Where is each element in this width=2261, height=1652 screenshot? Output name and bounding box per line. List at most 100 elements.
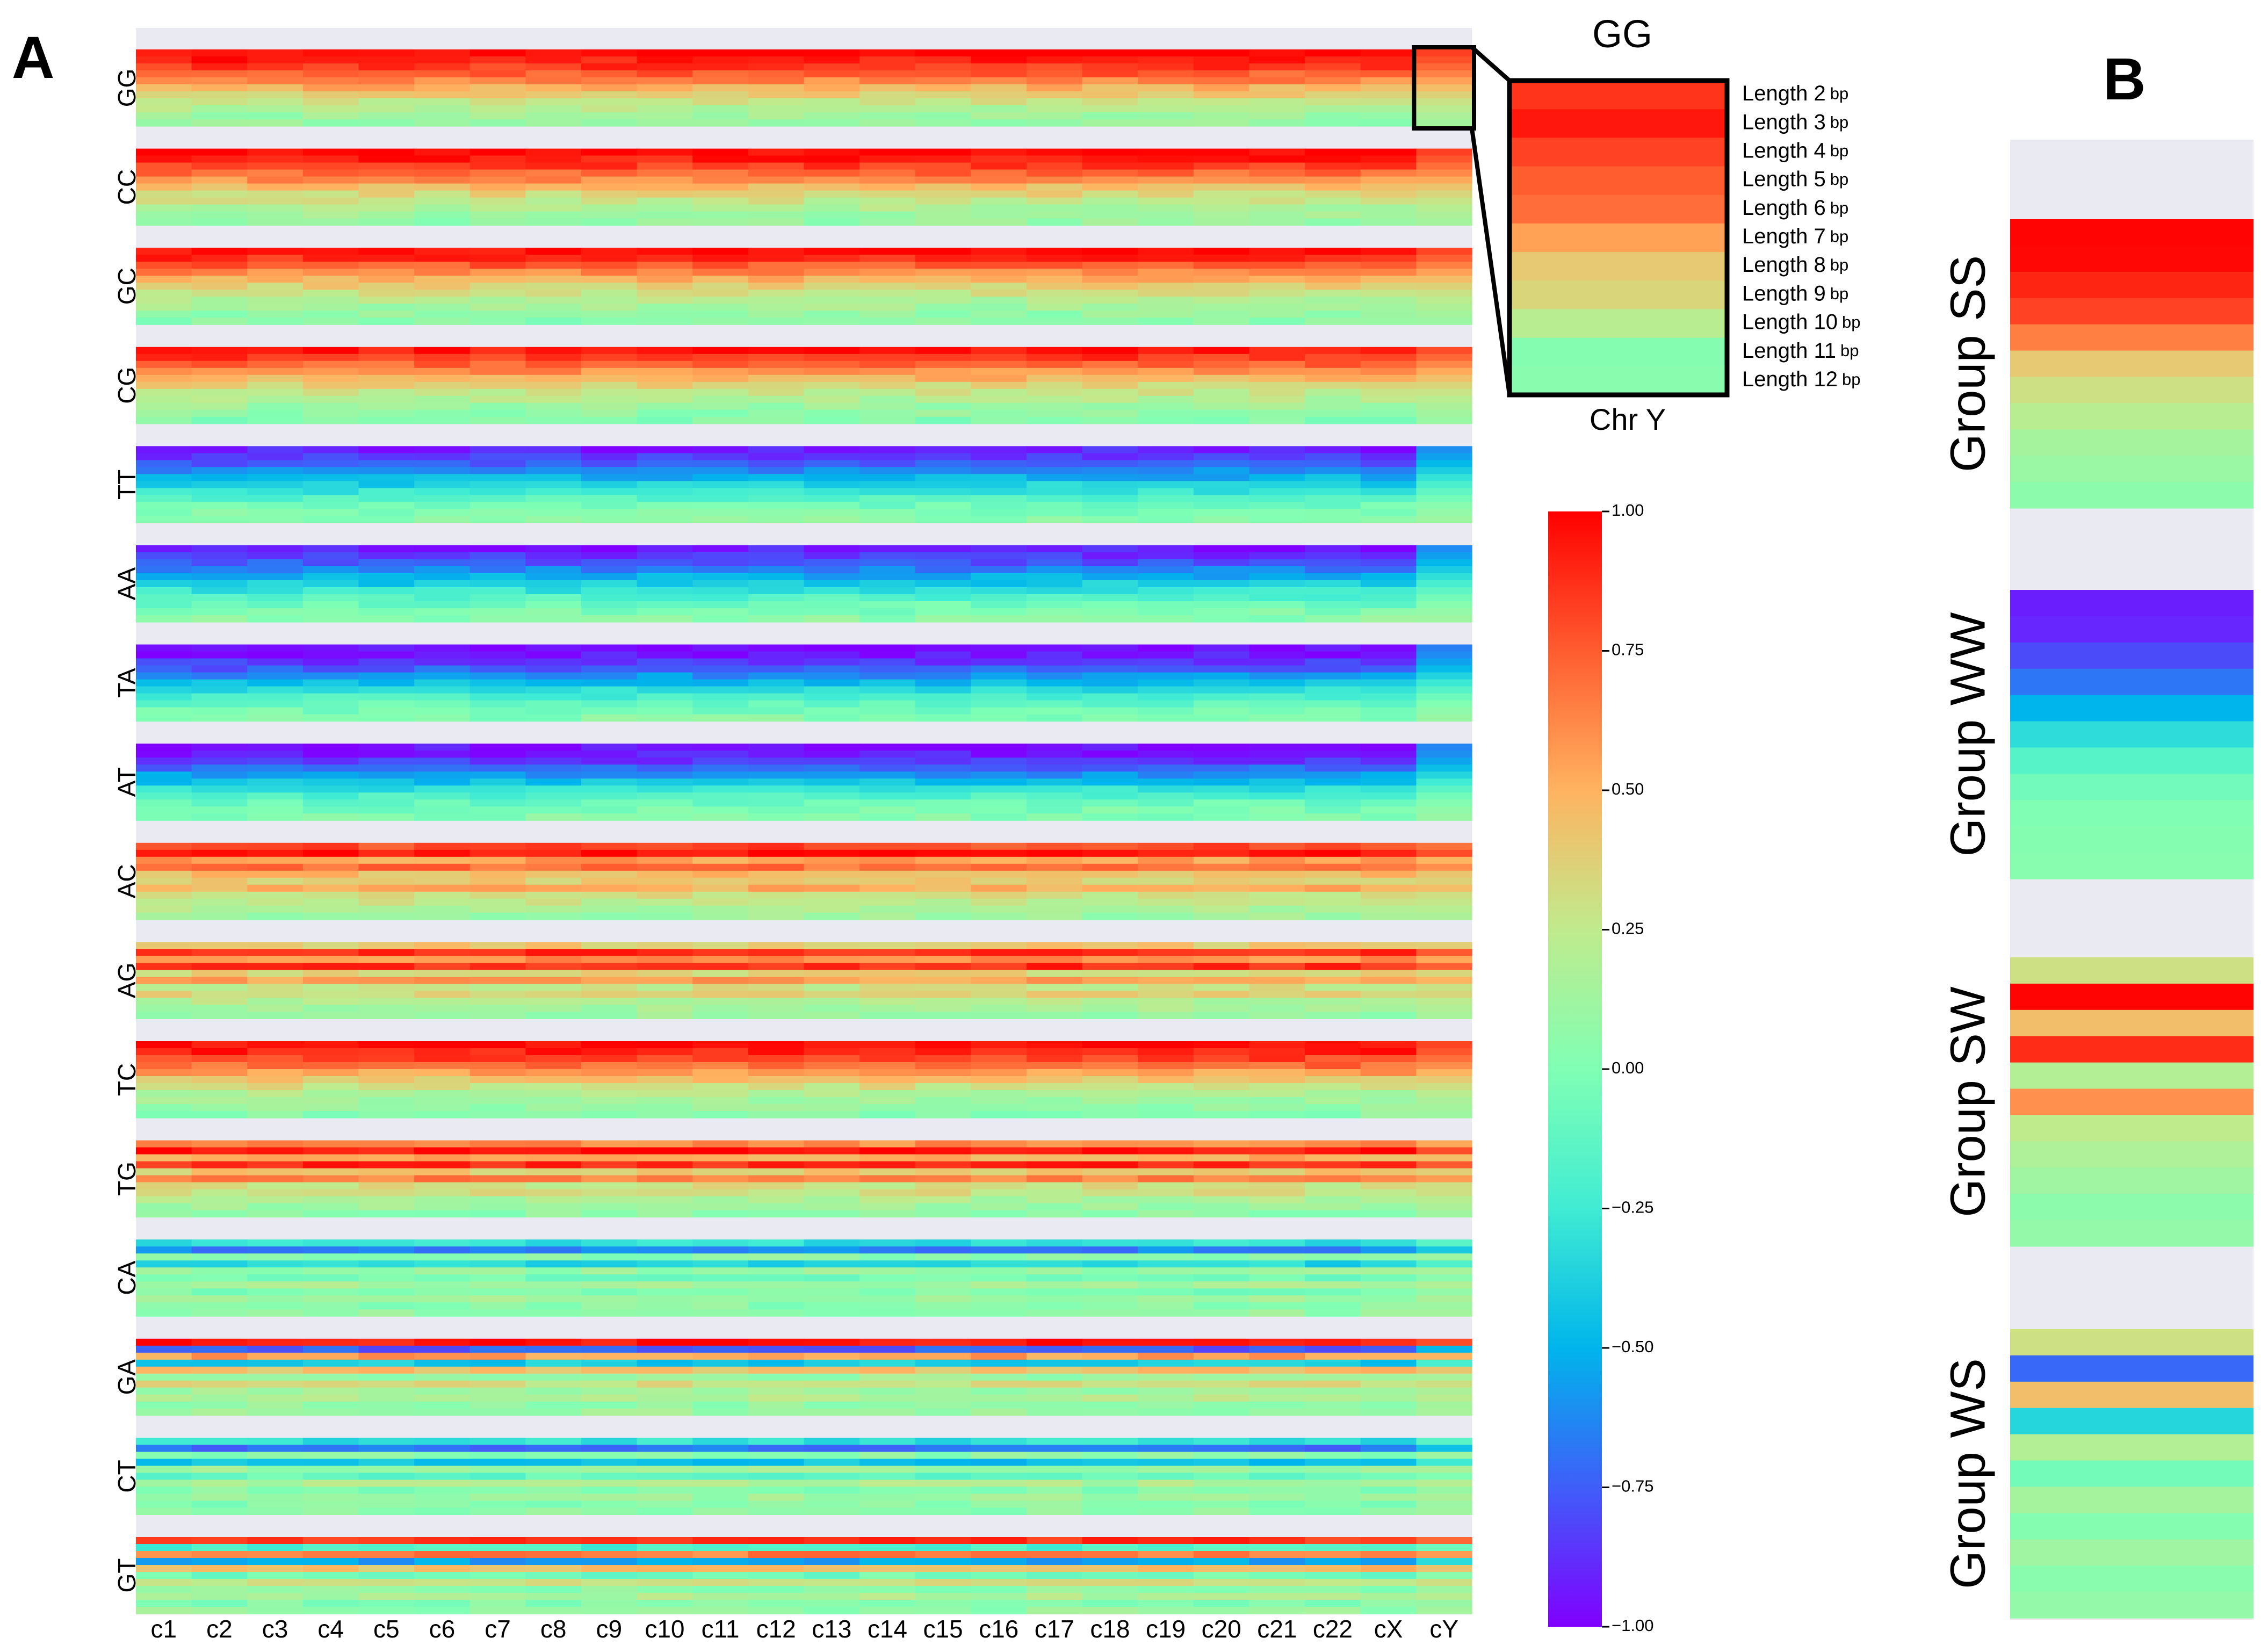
heatmap-cell (1082, 1408, 1138, 1416)
heatmap-cell (1416, 587, 1472, 595)
heatmap-cell (191, 1210, 248, 1218)
heatmap-cell (1138, 262, 1194, 269)
heatmap-cell (748, 771, 805, 779)
heatmap-cell (414, 644, 471, 652)
heatmap-cell (1305, 849, 1361, 857)
heatmap-cell (1138, 1366, 1194, 1374)
heatmap-cell (414, 566, 471, 574)
heatmap-cell (748, 169, 805, 177)
heatmap-cell (414, 601, 471, 609)
heatmap-cell (302, 453, 359, 460)
heatmap-cell (247, 49, 304, 57)
heatmap-cell (692, 1288, 749, 1296)
heatmap-cell (1138, 1260, 1194, 1268)
heatmap-cell (1416, 644, 1472, 652)
heatmap-cell (1138, 248, 1194, 255)
heatmap-cell (247, 877, 304, 885)
heatmap-cell (414, 751, 471, 758)
heatmap-cell (1305, 155, 1361, 163)
heatmap-cell (1360, 842, 1417, 850)
heatmap-cell (469, 891, 526, 899)
heatmap-cell (637, 1012, 693, 1019)
heatmap-cell (1193, 1593, 1250, 1600)
heatmap-cell (1360, 1281, 1417, 1289)
heatmap-cell (136, 516, 192, 523)
heatmap-cell (971, 1267, 1027, 1275)
heatmap-cell (469, 460, 526, 467)
heatmap-cell (1027, 1544, 1083, 1552)
heatmap-cell (1193, 1466, 1250, 1473)
heatmap-cell (804, 262, 860, 269)
heatmap-cell (247, 1104, 304, 1112)
heatmap-cell (1416, 1438, 1472, 1445)
heatmap-cell (1360, 1097, 1417, 1105)
heatmap-cell (1305, 91, 1361, 99)
heatmap-cell (748, 963, 805, 970)
heatmap-cell (1193, 608, 1250, 616)
heatmap-cell (581, 891, 638, 899)
heatmap-cell (1305, 1295, 1361, 1303)
heatmap-cell (804, 1387, 860, 1395)
heatmap-cell (581, 714, 638, 722)
heatmap-cell (1249, 1083, 1305, 1091)
heatmap-cell (247, 1309, 304, 1317)
heatmap-cell (1027, 813, 1083, 821)
inset-row-unit: bp (1830, 227, 1848, 246)
heatmap-cell (748, 516, 805, 523)
heatmap-cell (302, 601, 359, 609)
heatmap-cell (581, 686, 638, 694)
heatmap-cell (1360, 1408, 1417, 1416)
heatmap-cell (637, 1041, 693, 1049)
heatmap-cell (581, 1005, 638, 1012)
heatmap-cell (302, 1140, 359, 1148)
heatmap-cell (1082, 566, 1138, 574)
heatmap-cell (191, 799, 248, 807)
heatmap-cell (804, 1274, 860, 1282)
heatmap-cell (136, 1154, 192, 1162)
heatmap-cell (1193, 1097, 1250, 1105)
group-cell (2010, 721, 2253, 748)
heatmap-cell (1027, 792, 1083, 800)
inset-row-label: Length 8 bp (1742, 253, 1848, 277)
heatmap-cell (1360, 744, 1417, 751)
heatmap-cell (915, 218, 971, 226)
heatmap-cell (1082, 587, 1138, 595)
heatmap-cell (692, 714, 749, 722)
heatmap-cell (692, 495, 749, 502)
heatmap-cell (692, 905, 749, 913)
heatmap-cell (358, 276, 415, 283)
heatmap-cell (1249, 395, 1305, 403)
heatmap-cell (804, 169, 860, 177)
heatmap-cell (1305, 1507, 1361, 1515)
heatmap-cell (971, 1459, 1027, 1466)
heatmap-cell (247, 1076, 304, 1084)
heatmap-cell (637, 1069, 693, 1077)
heatmap-cell (1249, 1473, 1305, 1480)
heatmap-cell (1360, 1295, 1417, 1303)
heatmap-cell (1360, 799, 1417, 807)
heatmap-cell (1416, 601, 1472, 609)
heatmap-cell (469, 481, 526, 488)
heatmap-cell (804, 1473, 860, 1480)
heatmap-cell (748, 758, 805, 765)
heatmap-cell (1193, 785, 1250, 793)
heatmap-cell (1416, 70, 1472, 78)
heatmap-cell (1138, 1097, 1194, 1105)
heatmap-cell (637, 545, 693, 553)
heatmap-cell (302, 1537, 359, 1545)
heatmap-cell (804, 1586, 860, 1593)
heatmap-cell (1416, 898, 1472, 906)
colorbar-tick-label: 0.25 (1612, 919, 1644, 938)
heatmap-cell (1193, 1055, 1250, 1063)
heatmap-cell (414, 672, 471, 680)
heatmap-cell (358, 1182, 415, 1190)
heatmap-cell (302, 1387, 359, 1395)
heatmap-cell (692, 1274, 749, 1282)
heatmap-cell (971, 956, 1027, 963)
heatmap-cell (1027, 77, 1083, 85)
heatmap-cell (915, 580, 971, 588)
heatmap-cell (1416, 63, 1472, 71)
heatmap-cell (692, 283, 749, 290)
heatmap-cell (1305, 1041, 1361, 1049)
heatmap-cell (971, 813, 1027, 821)
